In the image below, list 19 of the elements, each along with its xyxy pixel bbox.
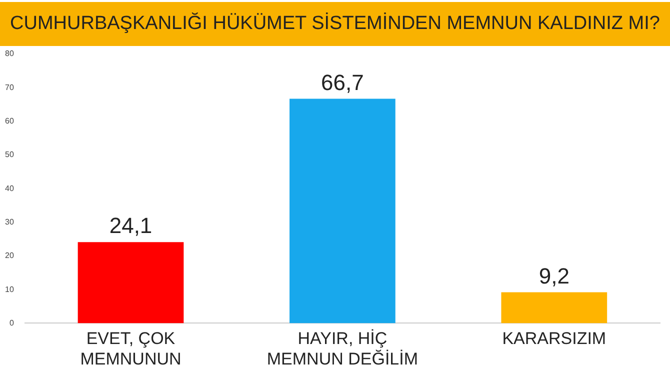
bar bbox=[78, 242, 184, 324]
data-label: 24,1 bbox=[109, 213, 152, 238]
bar bbox=[290, 98, 396, 324]
y-tick-label: 0 bbox=[9, 318, 14, 328]
x-tick-label: KARARSIZIM bbox=[502, 329, 606, 348]
data-label: 66,7 bbox=[321, 70, 364, 95]
y-tick-label: 20 bbox=[4, 251, 14, 260]
y-tick-label: 50 bbox=[4, 150, 14, 160]
chart-title: CUMHURBAŞKANLIĞI HÜKÜMET SİSTEMİNDEN MEMNUN KALDINIZ MI? bbox=[0, 2, 670, 46]
x-tick-label: HAYIR, HİÇ MEMNUN DEĞİLİM bbox=[266, 329, 418, 368]
data-label: 9,2 bbox=[538, 263, 570, 288]
y-tick-label: 10 bbox=[4, 284, 14, 294]
y-tick-label: 40 bbox=[4, 184, 14, 193]
y-tick-label: 30 bbox=[4, 217, 14, 226]
bar bbox=[501, 292, 608, 324]
y-tick-label: 80 bbox=[4, 49, 14, 58]
y-tick-label: 70 bbox=[4, 82, 14, 92]
x-tick-label: EVET, ÇOK MEMNUNUN bbox=[80, 329, 182, 368]
y-tick-label: 60 bbox=[4, 116, 14, 126]
